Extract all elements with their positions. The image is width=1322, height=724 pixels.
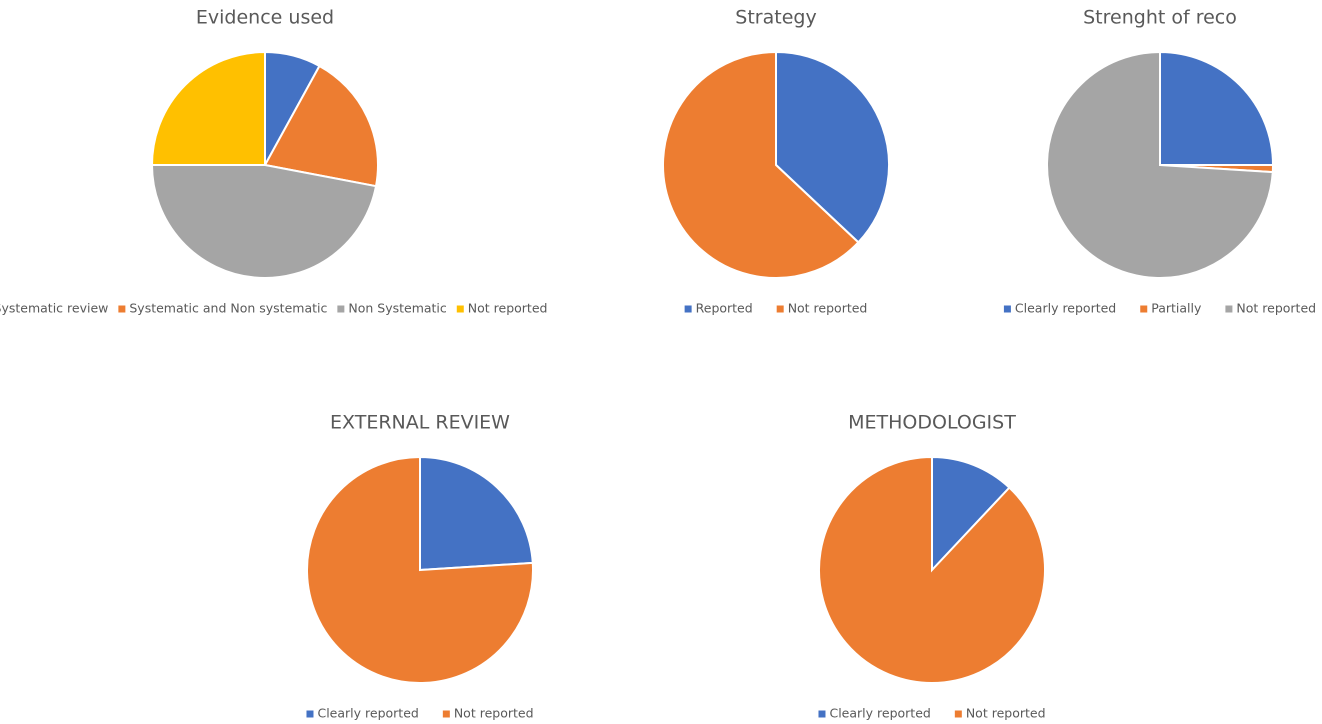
pie-slice <box>306 455 534 684</box>
pie-chart: EXTERNAL REVIEW Clearly reported Not repor… <box>306 412 534 721</box>
chart-title: Evidence used <box>196 7 334 29</box>
legend-label: Reported <box>696 301 753 316</box>
pie-slice <box>419 455 534 572</box>
legend-label: Not reported <box>468 301 548 316</box>
pie-slice <box>931 455 1011 573</box>
chart-title: Strategy <box>735 7 816 29</box>
legend: Clearly reported Partially Not reported <box>1003 301 1316 316</box>
legend-swatch <box>776 305 784 313</box>
legend-label: Not reported <box>1236 301 1316 316</box>
legend-label: Clearly reported <box>317 706 418 721</box>
legend-swatch <box>118 305 126 313</box>
pie-slice <box>150 50 266 166</box>
legend: Systematic review Systematic and Non syst… <box>0 301 547 316</box>
legend-label: Not reported <box>454 706 534 721</box>
pie-slice <box>1046 50 1274 279</box>
pie-chart: METHODOLOGIST Clearly reported Not reporte… <box>818 412 1046 721</box>
pie-chart: Strategy Reported Not reported <box>662 7 890 316</box>
pie-chart: Strenght of reco Clearly reported Partiall… <box>1003 7 1316 316</box>
legend-swatch <box>337 305 345 313</box>
pie-slice <box>263 64 379 188</box>
legend-swatch <box>442 710 450 718</box>
legend-label: Not reported <box>966 706 1046 721</box>
legend-swatch <box>954 710 962 718</box>
legend-label: Partially <box>1151 301 1202 316</box>
legend-swatch <box>1225 305 1233 313</box>
legend-swatch <box>306 710 314 718</box>
pie-slice <box>818 455 1046 684</box>
legend: Reported Not reported <box>684 301 868 316</box>
pie-slice <box>662 50 860 279</box>
legend-label: Non Systematic <box>348 301 447 316</box>
legend-swatch <box>684 305 692 313</box>
pie-slice <box>1159 50 1275 166</box>
legend-label: Clearly reported <box>1015 301 1116 316</box>
legend-swatch <box>1003 305 1011 313</box>
legend-swatch <box>456 305 464 313</box>
chart-title: Strenght of reco <box>1083 7 1237 29</box>
legend: Clearly reported Not reported <box>306 706 534 721</box>
legend-swatch <box>818 710 826 718</box>
legend-label: Systematic review <box>0 301 108 316</box>
chart-title: EXTERNAL REVIEW <box>330 412 510 434</box>
legend-label: Not reported <box>788 301 868 316</box>
pie-slice <box>775 50 890 244</box>
chart-title: METHODOLOGIST <box>848 412 1016 434</box>
legend-label: Clearly reported <box>829 706 930 721</box>
legend-label: Systematic and Non systematic <box>129 301 327 316</box>
pie-slice <box>150 164 378 279</box>
legend: Clearly reported Not reported <box>818 706 1046 721</box>
legend-swatch <box>1140 305 1148 313</box>
